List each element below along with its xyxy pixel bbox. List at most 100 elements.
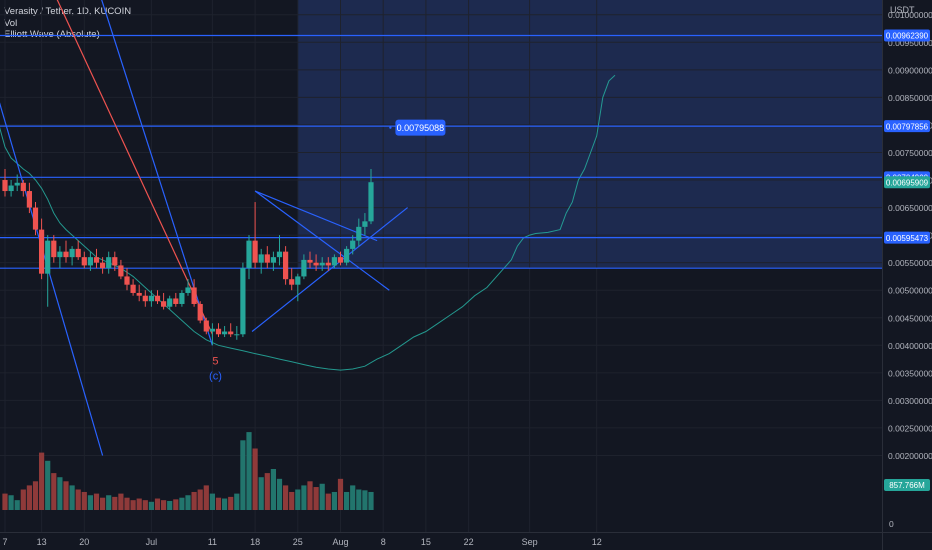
price-axis-label-box	[884, 231, 930, 244]
candle	[179, 290, 185, 307]
volume-bar	[142, 500, 148, 510]
trend-line[interactable]	[254, 190, 390, 291]
elliott-wave-indicator-label: Elliott Wave (Absolute)	[4, 29, 100, 40]
volume-bar	[350, 485, 356, 510]
candle-body	[154, 295, 161, 302]
candle	[246, 235, 252, 280]
candle-body	[240, 268, 246, 335]
volume-bar	[295, 489, 301, 510]
x-tick-label: 13	[37, 537, 47, 547]
volume-bar	[240, 440, 246, 510]
candle	[301, 254, 307, 280]
candle	[325, 257, 331, 271]
volume-bar	[356, 489, 362, 510]
candle-body	[270, 257, 276, 263]
candle	[209, 323, 215, 346]
candle	[344, 246, 350, 266]
volume-bar	[185, 495, 191, 510]
candle-body	[209, 328, 215, 332]
candle-body	[252, 240, 258, 263]
volume-bar	[2, 493, 8, 510]
y-tick-label: 0.00850000	[888, 93, 932, 103]
trend-line[interactable]	[251, 207, 408, 332]
candle-body	[246, 240, 252, 269]
x-tick-label: 12	[592, 537, 602, 547]
y-tick-zero-label: 0	[889, 519, 894, 529]
candle-body	[2, 180, 8, 192]
y-tick-label: 0.00400000	[888, 341, 932, 351]
candle-body	[20, 182, 26, 192]
price-axis-label: 0.00695909	[886, 178, 929, 187]
candle-body	[161, 301, 167, 307]
volume-bar	[93, 493, 100, 510]
trend-line[interactable]	[78, 0, 213, 346]
candle-body	[136, 292, 142, 296]
candle	[197, 301, 203, 324]
candle-body	[173, 298, 179, 304]
volume-bar	[100, 497, 106, 510]
candle	[87, 251, 93, 271]
candle-body	[319, 262, 325, 266]
candle	[14, 174, 20, 192]
trend-line[interactable]	[0, 59, 104, 456]
candle	[276, 235, 283, 266]
candle	[173, 292, 179, 307]
candle-body	[51, 240, 57, 258]
volume-bar	[39, 452, 45, 510]
volume-bar	[197, 489, 203, 510]
candle	[191, 279, 197, 307]
candle-body	[197, 303, 203, 321]
candle-body	[57, 251, 63, 258]
candle	[26, 182, 32, 214]
y-tick-label: 0.01000000	[888, 10, 932, 20]
callout-bubble[interactable]	[395, 119, 446, 136]
candle	[39, 218, 45, 280]
candle-body	[331, 257, 337, 266]
price-axis-label-box	[884, 176, 930, 189]
candle	[234, 326, 240, 340]
candle	[161, 292, 167, 310]
time-axis[interactable]	[0, 532, 882, 550]
candle	[289, 268, 295, 291]
candle	[252, 202, 258, 269]
candle-body	[258, 254, 264, 263]
candle	[75, 240, 81, 260]
candle-body	[295, 276, 301, 285]
y-tick-label: 0.00300000	[888, 396, 932, 406]
volume-bar	[112, 496, 118, 510]
volume-bar	[331, 491, 337, 510]
candle	[167, 295, 173, 310]
candle-body	[106, 257, 112, 269]
volume-value-label: 857.766M	[889, 481, 925, 490]
candle-body	[112, 257, 118, 266]
candle	[362, 213, 368, 236]
candle-body	[203, 320, 209, 332]
candle-body	[39, 229, 45, 274]
candle	[319, 257, 325, 271]
x-tick-label: 11	[208, 537, 217, 547]
target-zone	[297, 0, 882, 269]
x-tick-label: Sep	[522, 537, 538, 547]
candle-body	[148, 295, 154, 302]
candle	[307, 251, 313, 269]
candle	[295, 273, 301, 302]
volume-bar	[313, 487, 319, 510]
candle-body	[344, 248, 350, 263]
candle	[283, 246, 289, 285]
candle	[32, 202, 39, 236]
candle-body	[356, 226, 362, 241]
volume-bar	[14, 500, 20, 510]
volume-bar	[148, 501, 154, 510]
candle-body	[264, 254, 270, 263]
candle-body	[167, 298, 173, 307]
candle-body	[26, 191, 32, 208]
candle	[258, 248, 264, 274]
price-axis[interactable]	[882, 0, 932, 550]
volume-bar	[45, 460, 51, 510]
candle	[350, 235, 356, 255]
candle	[270, 251, 276, 271]
x-tick-label: Aug	[332, 537, 348, 547]
volume-bar	[246, 432, 252, 510]
trend-line[interactable]	[23, 0, 213, 335]
